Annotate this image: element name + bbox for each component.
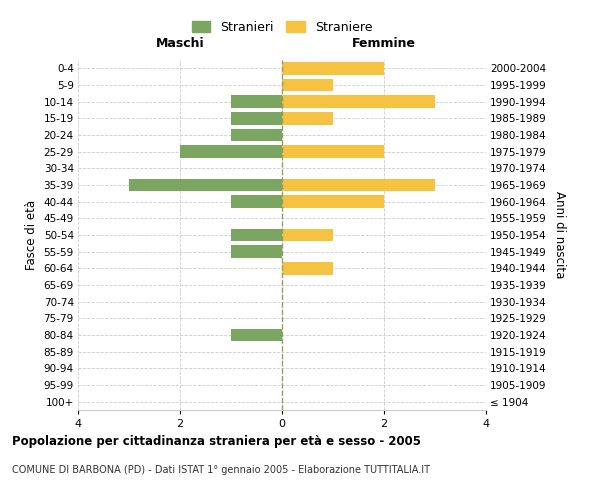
Bar <box>180 146 282 158</box>
Y-axis label: Fasce di età: Fasce di età <box>25 200 38 270</box>
Bar <box>231 112 282 124</box>
Bar <box>282 96 435 108</box>
Bar <box>282 262 333 274</box>
Bar <box>282 179 435 192</box>
Legend: Stranieri, Straniere: Stranieri, Straniere <box>191 21 373 34</box>
Text: Maschi: Maschi <box>155 36 205 50</box>
Bar <box>231 246 282 258</box>
Bar <box>231 129 282 141</box>
Bar <box>282 229 333 241</box>
Bar <box>282 146 384 158</box>
Bar <box>231 229 282 241</box>
Bar <box>231 96 282 108</box>
Bar <box>231 196 282 208</box>
Bar <box>282 62 384 74</box>
Y-axis label: Anni di nascita: Anni di nascita <box>553 192 566 278</box>
Text: Femmine: Femmine <box>352 36 416 50</box>
Bar <box>129 179 282 192</box>
Bar <box>231 329 282 341</box>
Bar <box>282 196 384 208</box>
Text: COMUNE DI BARBONA (PD) - Dati ISTAT 1° gennaio 2005 - Elaborazione TUTTITALIA.IT: COMUNE DI BARBONA (PD) - Dati ISTAT 1° g… <box>12 465 430 475</box>
Bar <box>282 79 333 92</box>
Bar <box>282 112 333 124</box>
Text: Popolazione per cittadinanza straniera per età e sesso - 2005: Popolazione per cittadinanza straniera p… <box>12 435 421 448</box>
